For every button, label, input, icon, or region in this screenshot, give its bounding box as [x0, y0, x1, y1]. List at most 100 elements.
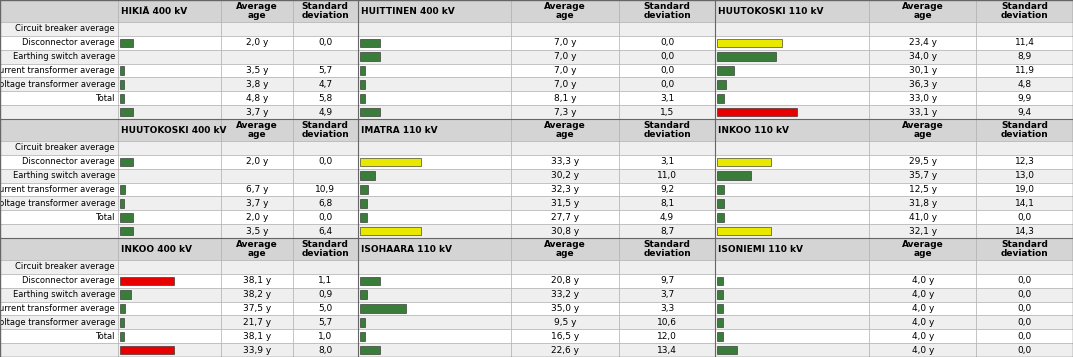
Bar	[118, 224, 221, 238]
Bar	[619, 141, 716, 155]
Bar	[869, 36, 976, 50]
Bar	[293, 343, 357, 357]
Text: 0,0: 0,0	[660, 80, 674, 89]
Bar	[619, 22, 716, 36]
Text: age: age	[248, 11, 266, 20]
Bar	[976, 196, 1073, 210]
Bar	[293, 302, 357, 316]
Text: Voltage transformer average: Voltage transformer average	[0, 318, 115, 327]
Bar	[0, 91, 118, 105]
Bar	[118, 91, 221, 105]
Bar	[118, 77, 221, 91]
Bar	[718, 346, 737, 355]
Text: 4,0 y: 4,0 y	[912, 332, 934, 341]
Text: Earthing switch average: Earthing switch average	[13, 290, 115, 299]
Bar	[293, 196, 357, 210]
Bar	[976, 22, 1073, 36]
Text: Average: Average	[236, 2, 278, 11]
Bar	[221, 343, 293, 357]
Bar	[512, 274, 619, 288]
Bar	[0, 343, 118, 357]
Bar	[359, 199, 367, 208]
Bar	[716, 224, 869, 238]
Text: 0,0: 0,0	[319, 157, 333, 166]
Bar	[221, 238, 293, 260]
Bar	[0, 169, 118, 182]
Text: 3,7 y: 3,7 y	[246, 199, 268, 208]
Text: HIKIÄ 400 kV: HIKIÄ 400 kV	[121, 6, 188, 15]
Text: 13,0: 13,0	[1015, 171, 1034, 180]
Bar	[118, 105, 221, 119]
Text: Standard: Standard	[644, 240, 691, 249]
Bar	[221, 155, 293, 169]
Bar	[221, 0, 293, 22]
Text: 9,2: 9,2	[660, 185, 674, 194]
Bar	[976, 274, 1073, 288]
Text: 29,5 y: 29,5 y	[909, 157, 937, 166]
Bar	[357, 119, 512, 141]
Text: 30,2 y: 30,2 y	[552, 171, 579, 180]
Text: 5,7: 5,7	[319, 66, 333, 75]
Bar	[293, 260, 357, 274]
Bar	[221, 77, 293, 91]
Bar	[293, 182, 357, 196]
Text: Circuit breaker average: Circuit breaker average	[15, 262, 115, 271]
Bar	[293, 141, 357, 155]
Bar	[118, 50, 221, 64]
Text: 1,0: 1,0	[319, 332, 333, 341]
Bar	[357, 274, 512, 288]
Text: 32,3 y: 32,3 y	[552, 185, 579, 194]
Text: 11,4: 11,4	[1015, 38, 1034, 47]
Bar	[869, 316, 976, 329]
Bar	[869, 260, 976, 274]
Bar	[976, 141, 1073, 155]
Bar	[221, 141, 293, 155]
Text: 0,0: 0,0	[1017, 346, 1032, 355]
Bar	[293, 316, 357, 329]
Text: 12,5 y: 12,5 y	[909, 185, 937, 194]
Bar	[0, 329, 118, 343]
Text: 38,1 y: 38,1 y	[242, 332, 271, 341]
Bar	[221, 22, 293, 36]
Bar	[120, 185, 124, 194]
Text: Total: Total	[95, 213, 115, 222]
Text: 5,0: 5,0	[319, 304, 333, 313]
Bar	[869, 50, 976, 64]
Bar	[359, 171, 376, 180]
Bar	[869, 196, 976, 210]
Text: 36,3 y: 36,3 y	[909, 80, 937, 89]
Bar	[0, 210, 118, 224]
Text: 0,0: 0,0	[1017, 332, 1032, 341]
Text: 3,1: 3,1	[660, 157, 674, 166]
Text: Average: Average	[236, 240, 278, 249]
Text: 3,5 y: 3,5 y	[246, 66, 268, 75]
Text: 0,0: 0,0	[660, 66, 674, 75]
Bar	[512, 141, 619, 155]
Bar	[716, 50, 869, 64]
Bar	[869, 224, 976, 238]
Bar	[512, 210, 619, 224]
Text: age: age	[556, 130, 574, 139]
Text: deviation: deviation	[1001, 11, 1048, 20]
Bar	[512, 182, 619, 196]
Bar	[357, 196, 512, 210]
Text: 6,7 y: 6,7 y	[246, 185, 268, 194]
Bar	[619, 329, 716, 343]
Bar	[293, 274, 357, 288]
Bar	[221, 105, 293, 119]
Bar	[512, 260, 619, 274]
Text: Average: Average	[236, 121, 278, 130]
Text: 8,1 y: 8,1 y	[554, 94, 576, 103]
Bar	[221, 260, 293, 274]
Text: 4,0 y: 4,0 y	[912, 290, 934, 299]
Text: 22,6 y: 22,6 y	[552, 346, 579, 355]
Bar	[976, 119, 1073, 141]
Bar	[716, 0, 869, 22]
Bar	[120, 199, 123, 208]
Bar	[619, 302, 716, 316]
Bar	[120, 94, 123, 102]
Bar	[293, 91, 357, 105]
Bar	[512, 329, 619, 343]
Bar	[512, 238, 619, 260]
Bar	[976, 224, 1073, 238]
